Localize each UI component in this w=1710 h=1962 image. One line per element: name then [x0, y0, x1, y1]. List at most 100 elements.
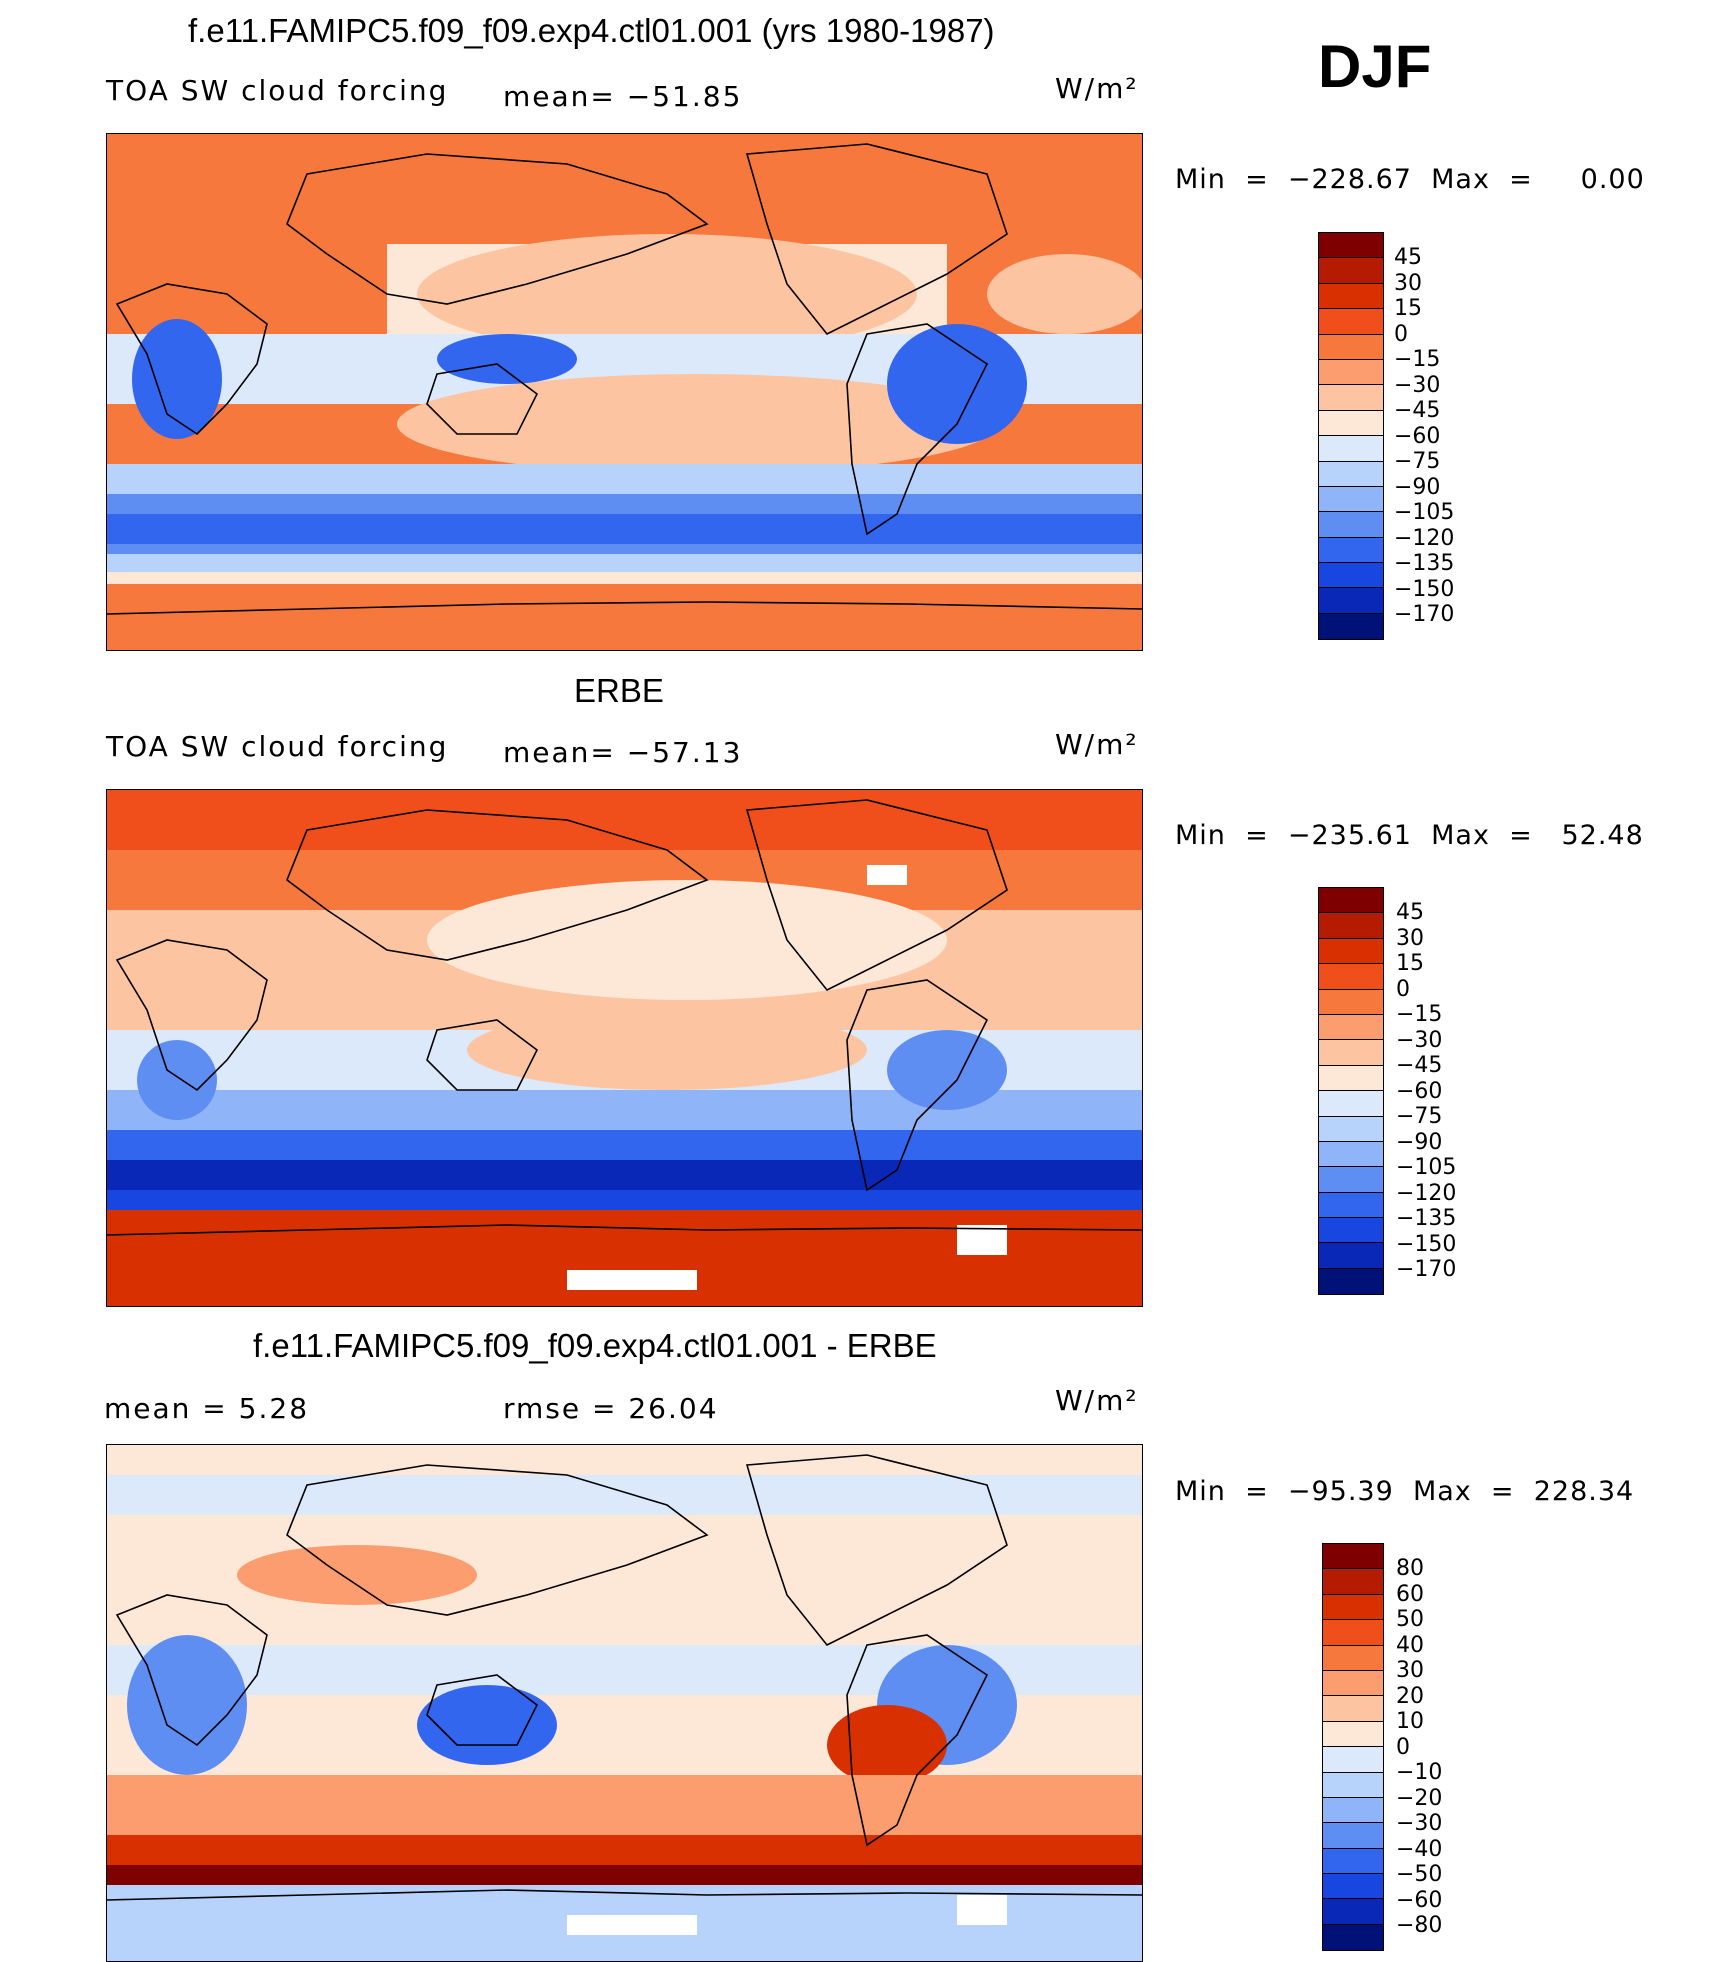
colorbar-label: −30: [1396, 1811, 1443, 1836]
colorbar-label: −120: [1394, 525, 1455, 551]
colorbar-bin: [1319, 588, 1383, 614]
colorbar-label: −105: [1396, 1155, 1457, 1180]
colorbar-label: −90: [1394, 474, 1441, 500]
colorbar-label: −105: [1394, 500, 1455, 525]
colorbar-bin: [1319, 1268, 1383, 1295]
colorbar-bin: [1319, 888, 1383, 914]
colorbar-bin: [1323, 1848, 1383, 1875]
colorbar-label: 60: [1396, 1581, 1424, 1607]
colorbar-label: 0: [1394, 321, 1408, 347]
colorbar-label: −75: [1396, 1104, 1443, 1129]
colorbar-label: 30: [1396, 1658, 1424, 1683]
colorbar-label: 20: [1396, 1683, 1424, 1709]
colorbar-label: −80: [1396, 1913, 1443, 1938]
colorbar-bin: [1319, 486, 1383, 513]
colorbar-bin: [1323, 1747, 1383, 1773]
colorbar-label: −170: [1396, 1257, 1457, 1282]
panel2-map: [106, 789, 1143, 1307]
colorbar-label: −15: [1394, 347, 1441, 372]
colorbar-bin: [1319, 461, 1383, 487]
panel2-variable: TOA SW cloud forcing: [106, 730, 449, 763]
panel1-map: [106, 133, 1143, 651]
panel2-units: W/m²: [1055, 728, 1139, 761]
colorbar-bin: [1319, 537, 1383, 564]
colorbar-label: −20: [1396, 1785, 1443, 1811]
colorbar-bin: [1319, 563, 1383, 589]
colorbar-label: −60: [1396, 1887, 1443, 1913]
colorbar-bin: [1323, 1924, 1383, 1951]
colorbar-label: 0: [1396, 976, 1410, 1002]
colorbar-bin: [1323, 1772, 1383, 1798]
panel1-colorbar-labels: 45 30 15 0 −15 −30 −45 −60 −75 −90 −105 …: [1394, 245, 1454, 628]
panel3-colorbar: [1322, 1543, 1384, 1951]
colorbar-bin: [1319, 512, 1383, 538]
panel3-rmse: rmse = 26.04: [503, 1392, 719, 1425]
colorbar-bin: [1323, 1874, 1383, 1900]
colorbar-bin: [1319, 334, 1383, 360]
panel3-title: f.e11.FAMIPC5.f09_f09.exp4.ctl01.001 - E…: [253, 1327, 937, 1364]
panel2-mean: mean= −57.13: [503, 736, 743, 769]
panel3-mean: mean = 5.28: [104, 1392, 310, 1425]
season-label: DJF: [1318, 33, 1432, 100]
colorbar-label: 15: [1394, 296, 1422, 321]
panel2-map-field: [107, 790, 1142, 1306]
panel3-units: W/m²: [1055, 1384, 1139, 1417]
colorbar-bin: [1319, 309, 1383, 335]
colorbar-bin: [1323, 1645, 1383, 1671]
colorbar-bin: [1323, 1721, 1383, 1748]
panel2-minmax: Min = −235.61 Max = 52.48: [1175, 820, 1644, 851]
colorbar-bin: [1319, 1091, 1383, 1117]
colorbar-label: −150: [1394, 576, 1455, 602]
colorbar-bin: [1323, 1823, 1383, 1849]
colorbar-bin: [1323, 1620, 1383, 1646]
colorbar-label: −50: [1396, 1862, 1443, 1887]
colorbar-bin: [1323, 1569, 1383, 1595]
colorbar-bin: [1319, 938, 1383, 965]
colorbar-bin: [1319, 233, 1383, 259]
colorbar-bin: [1319, 436, 1383, 462]
colorbar-bin: [1319, 1014, 1383, 1041]
panel3-map-field: [107, 1445, 1142, 1961]
colorbar-label: 10: [1396, 1709, 1424, 1734]
panel1-colorbar: [1318, 232, 1384, 640]
colorbar-label: 50: [1396, 1607, 1424, 1632]
colorbar-bin: [1319, 1065, 1383, 1092]
colorbar-label: −75: [1394, 449, 1441, 474]
colorbar-label: −90: [1396, 1129, 1443, 1155]
colorbar-bin: [1319, 1218, 1383, 1244]
colorbar-bin: [1319, 1192, 1383, 1219]
colorbar-bin: [1323, 1544, 1383, 1570]
colorbar-bin: [1319, 1040, 1383, 1066]
colorbar-label: 40: [1396, 1632, 1424, 1658]
colorbar-label: 45: [1394, 245, 1422, 270]
colorbar-label: −135: [1394, 551, 1455, 576]
colorbar-label: −30: [1396, 1027, 1443, 1053]
colorbar-label: 15: [1396, 951, 1424, 976]
colorbar-label: −30: [1394, 372, 1441, 398]
colorbar-label: 0: [1396, 1734, 1410, 1760]
panel3-minmax: Min = −95.39 Max = 228.34: [1175, 1476, 1635, 1507]
colorbar-bin: [1319, 1141, 1383, 1168]
colorbar-label: 45: [1396, 900, 1424, 925]
panel1-variable: TOA SW cloud forcing: [106, 74, 449, 107]
colorbar-label: −40: [1396, 1836, 1443, 1862]
colorbar-bin: [1323, 1594, 1383, 1621]
colorbar-bin: [1319, 385, 1383, 411]
panel2-colorbar-labels: 45 30 15 0 −15 −30 −45 −60 −75 −90 −105 …: [1396, 900, 1456, 1283]
colorbar-bin: [1319, 359, 1383, 386]
colorbar-bin: [1319, 913, 1383, 939]
panel3-map: [106, 1444, 1143, 1962]
colorbar-label: −45: [1394, 398, 1441, 423]
colorbar-label: −45: [1396, 1053, 1443, 1078]
colorbar-label: −150: [1396, 1231, 1457, 1257]
panel1-mean: mean= −51.85: [503, 80, 743, 113]
colorbar-bin: [1323, 1670, 1383, 1697]
colorbar-bin: [1323, 1797, 1383, 1824]
panel1-map-field: [107, 134, 1142, 650]
colorbar-bin: [1319, 1116, 1383, 1142]
colorbar-label: 80: [1396, 1556, 1424, 1581]
colorbar-label: −120: [1396, 1180, 1457, 1206]
colorbar-bin: [1319, 258, 1383, 284]
panel2-title: ERBE: [574, 672, 664, 709]
colorbar-label: −15: [1396, 1002, 1443, 1027]
